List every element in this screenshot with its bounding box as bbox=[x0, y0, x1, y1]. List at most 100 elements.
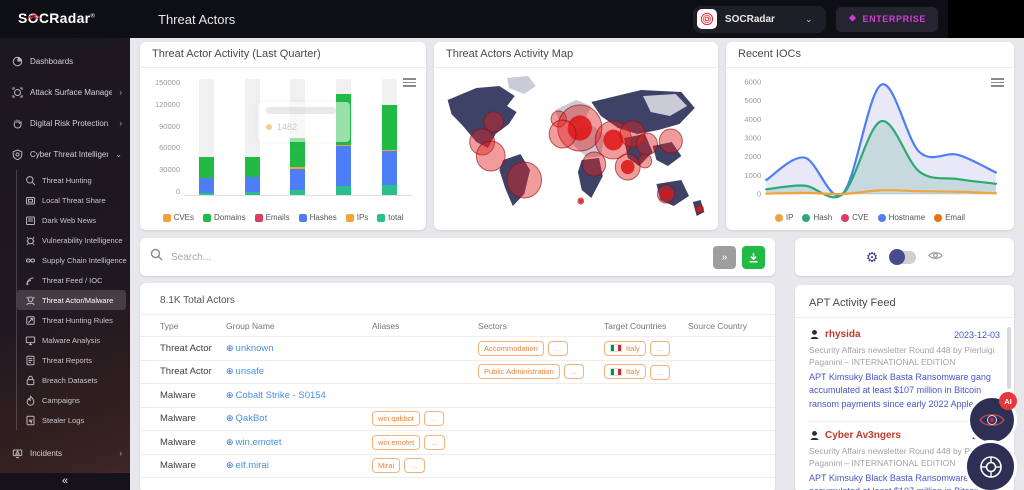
activity-bubble[interactable] bbox=[637, 153, 653, 169]
bar-segment-hashes[interactable] bbox=[244, 176, 260, 192]
add-circle-icon[interactable]: ⊕ bbox=[226, 389, 234, 400]
alias-badge[interactable]: win.qakbot bbox=[372, 411, 420, 427]
sidebar-subitem-vulnerability-intelligence[interactable]: Vulnerability Intelligence bbox=[17, 230, 130, 250]
feed-date[interactable]: 2023-12-03 bbox=[953, 329, 1000, 340]
add-circle-icon[interactable]: ⊕ bbox=[226, 366, 234, 377]
sidebar-subitem-threat-actor-malware[interactable]: Threat Actor/Malware bbox=[17, 290, 126, 310]
sidebar-subitem-threat-hunting-rules[interactable]: Threat Hunting Rules bbox=[17, 310, 130, 330]
sidebar-subitem-dark-web-news[interactable]: Dark Web News bbox=[17, 210, 130, 230]
world-activity-map[interactable] bbox=[440, 72, 712, 224]
more-badge[interactable]: ... bbox=[563, 364, 584, 380]
bar-segment-total[interactable] bbox=[244, 191, 260, 195]
legend-item-ips[interactable]: IPs bbox=[345, 213, 368, 222]
legend-item-cve[interactable]: CVE bbox=[841, 213, 869, 222]
table-row[interactable]: Malware ⊕ win.emotet win.emotet... bbox=[140, 431, 775, 455]
column-header-sectors[interactable]: Sectors bbox=[478, 320, 507, 331]
bar-segment-ips[interactable] bbox=[381, 149, 397, 151]
feed-actor-name[interactable]: rhysida bbox=[825, 329, 861, 340]
more-badge[interactable]: ... bbox=[424, 434, 445, 450]
sidebar-subitem-local-threat-share[interactable]: Local Threat Share bbox=[17, 190, 130, 210]
country-badge[interactable]: Italy bbox=[604, 340, 646, 356]
add-circle-icon[interactable]: ⊕ bbox=[226, 413, 234, 424]
table-row[interactable]: Malware ⊕ Cobalt Strike - S0154 bbox=[140, 384, 775, 408]
sector-badge[interactable]: Public Administration bbox=[478, 364, 560, 380]
feed-headline-link[interactable]: APT Kimsuky Black Basta Ransomware gang … bbox=[809, 472, 991, 490]
search-input[interactable] bbox=[171, 251, 707, 263]
bar-segment-hashes[interactable] bbox=[290, 169, 306, 190]
legend-item-emails[interactable]: Emails bbox=[254, 213, 290, 222]
legend-item-hostname[interactable]: Hostname bbox=[877, 213, 925, 222]
feed-headline-link[interactable]: APT Kimsuky Black Basta Ransomware gang … bbox=[809, 371, 991, 409]
brand-logo[interactable]: SOCRadar® bbox=[0, 10, 130, 28]
more-badge[interactable]: ... bbox=[649, 364, 671, 380]
chart-menu-icon[interactable] bbox=[403, 76, 416, 89]
sidebar-subitem-campaigns[interactable]: Campaigns bbox=[17, 390, 130, 410]
sidebar-subitem-malware-analysis[interactable]: Malware Analysis bbox=[17, 330, 130, 350]
more-badge[interactable]: ... bbox=[649, 341, 671, 356]
sidebar-subitem-threat-reports[interactable]: Threat Reports bbox=[17, 350, 130, 370]
cell-group-name[interactable]: ⊕ unsafe bbox=[226, 366, 265, 378]
more-badge[interactable]: ... bbox=[423, 411, 445, 427]
country-badge[interactable]: Italy bbox=[604, 364, 646, 379]
bar-segment-domains[interactable] bbox=[290, 137, 306, 168]
sidebar-subitem-threat-hunting[interactable]: Threat Hunting bbox=[17, 170, 130, 190]
sidebar-item-attack-surface-management[interactable]: Attack Surface Management › bbox=[0, 77, 130, 108]
activity-bubble[interactable] bbox=[475, 140, 506, 172]
bar-segment-ips[interactable] bbox=[336, 145, 352, 147]
bar-segment-total[interactable] bbox=[199, 193, 215, 195]
bar-segment-domains[interactable] bbox=[199, 157, 215, 178]
cell-group-name[interactable]: ⊕ elf.mirai bbox=[226, 460, 269, 472]
legend-item-domains[interactable]: Domains bbox=[203, 213, 246, 222]
bar-segment-total[interactable] bbox=[290, 189, 306, 195]
sidebar-item-dashboards[interactable]: Dashboards bbox=[0, 46, 130, 77]
bar-segment-hashes[interactable] bbox=[199, 177, 215, 194]
gear-icon[interactable]: ⚙ bbox=[865, 248, 879, 265]
alias-badge[interactable]: Mirai bbox=[372, 458, 401, 474]
activity-bubble[interactable] bbox=[548, 119, 577, 149]
sidebar-item-digital-risk-protection[interactable]: Digital Risk Protection › bbox=[0, 108, 130, 139]
sidebar-subitem-supply-chain-intelligence[interactable]: Supply Chain Intelligence bbox=[17, 250, 130, 270]
cell-group-name[interactable]: ⊕ unknown bbox=[226, 342, 274, 354]
column-header-source-country[interactable]: Source Country bbox=[688, 320, 748, 331]
download-button[interactable] bbox=[742, 245, 765, 269]
legend-item-cves[interactable]: CVEs bbox=[162, 213, 194, 222]
column-header-aliases[interactable]: Aliases bbox=[372, 320, 400, 331]
sidebar-collapse-button[interactable]: « bbox=[0, 473, 130, 490]
bar-segment-hashes[interactable] bbox=[336, 146, 352, 186]
activity-bubble[interactable] bbox=[619, 120, 646, 148]
sidebar-item-cyber-threat-intelligence[interactable]: Cyber Threat Intelligence ⌄ bbox=[0, 139, 130, 170]
bar-segment-total[interactable] bbox=[381, 184, 397, 195]
sidebar-item-incidents[interactable]: Incidents › bbox=[0, 438, 130, 469]
cell-group-name[interactable]: ⊕ QakBot bbox=[226, 413, 268, 425]
table-row[interactable]: Threat Actor ⊕ unsafe Public Administrati… bbox=[140, 361, 775, 384]
bar-segment-hashes[interactable] bbox=[381, 150, 397, 185]
support-button[interactable] bbox=[964, 440, 1017, 490]
chart-menu-icon[interactable] bbox=[991, 76, 1004, 89]
sidebar-subitem-breach-datasets[interactable]: Breach Datasets bbox=[17, 370, 130, 390]
eye-icon[interactable] bbox=[928, 248, 944, 266]
bar-segment-domains[interactable] bbox=[381, 104, 397, 150]
add-circle-icon[interactable]: ⊕ bbox=[226, 342, 234, 353]
cell-group-name[interactable]: ⊕ Cobalt Strike - S0154 bbox=[226, 389, 326, 401]
bar-segment-domains[interactable] bbox=[244, 157, 260, 177]
table-row[interactable]: Threat Actor ⊕ unknown Accommodation... I… bbox=[140, 337, 775, 361]
column-header-target-countries[interactable]: Target Countries bbox=[604, 320, 667, 331]
expand-filters-button[interactable]: » bbox=[713, 245, 736, 269]
column-header-type[interactable]: Type bbox=[160, 320, 179, 331]
bar-segment-ips[interactable] bbox=[290, 167, 306, 170]
cell-group-name[interactable]: ⊕ win.emotet bbox=[226, 436, 282, 448]
legend-item-hashes[interactable]: Hashes bbox=[298, 213, 337, 222]
sector-badge[interactable]: Accommodation bbox=[478, 340, 544, 356]
table-row[interactable]: Malware ⊕ QakBot win.qakbot... bbox=[140, 408, 775, 431]
more-badge[interactable]: ... bbox=[547, 340, 569, 356]
alias-badge[interactable]: win.emotet bbox=[372, 434, 421, 450]
legend-item-total[interactable]: total bbox=[377, 213, 403, 222]
activity-bubble[interactable] bbox=[658, 128, 683, 154]
feed-toggle[interactable] bbox=[889, 249, 917, 265]
legend-item-ip[interactable]: IP bbox=[774, 213, 793, 222]
sidebar-subitem-stealer-logs[interactable]: Stealer Logs bbox=[17, 410, 130, 430]
sidebar-subitem-threat-feed-ioc[interactable]: Threat Feed / IOC bbox=[17, 270, 130, 290]
activity-bubble[interactable] bbox=[582, 151, 607, 177]
column-header-group-name[interactable]: Group Name bbox=[226, 320, 275, 331]
activity-bubble[interactable] bbox=[506, 161, 542, 199]
